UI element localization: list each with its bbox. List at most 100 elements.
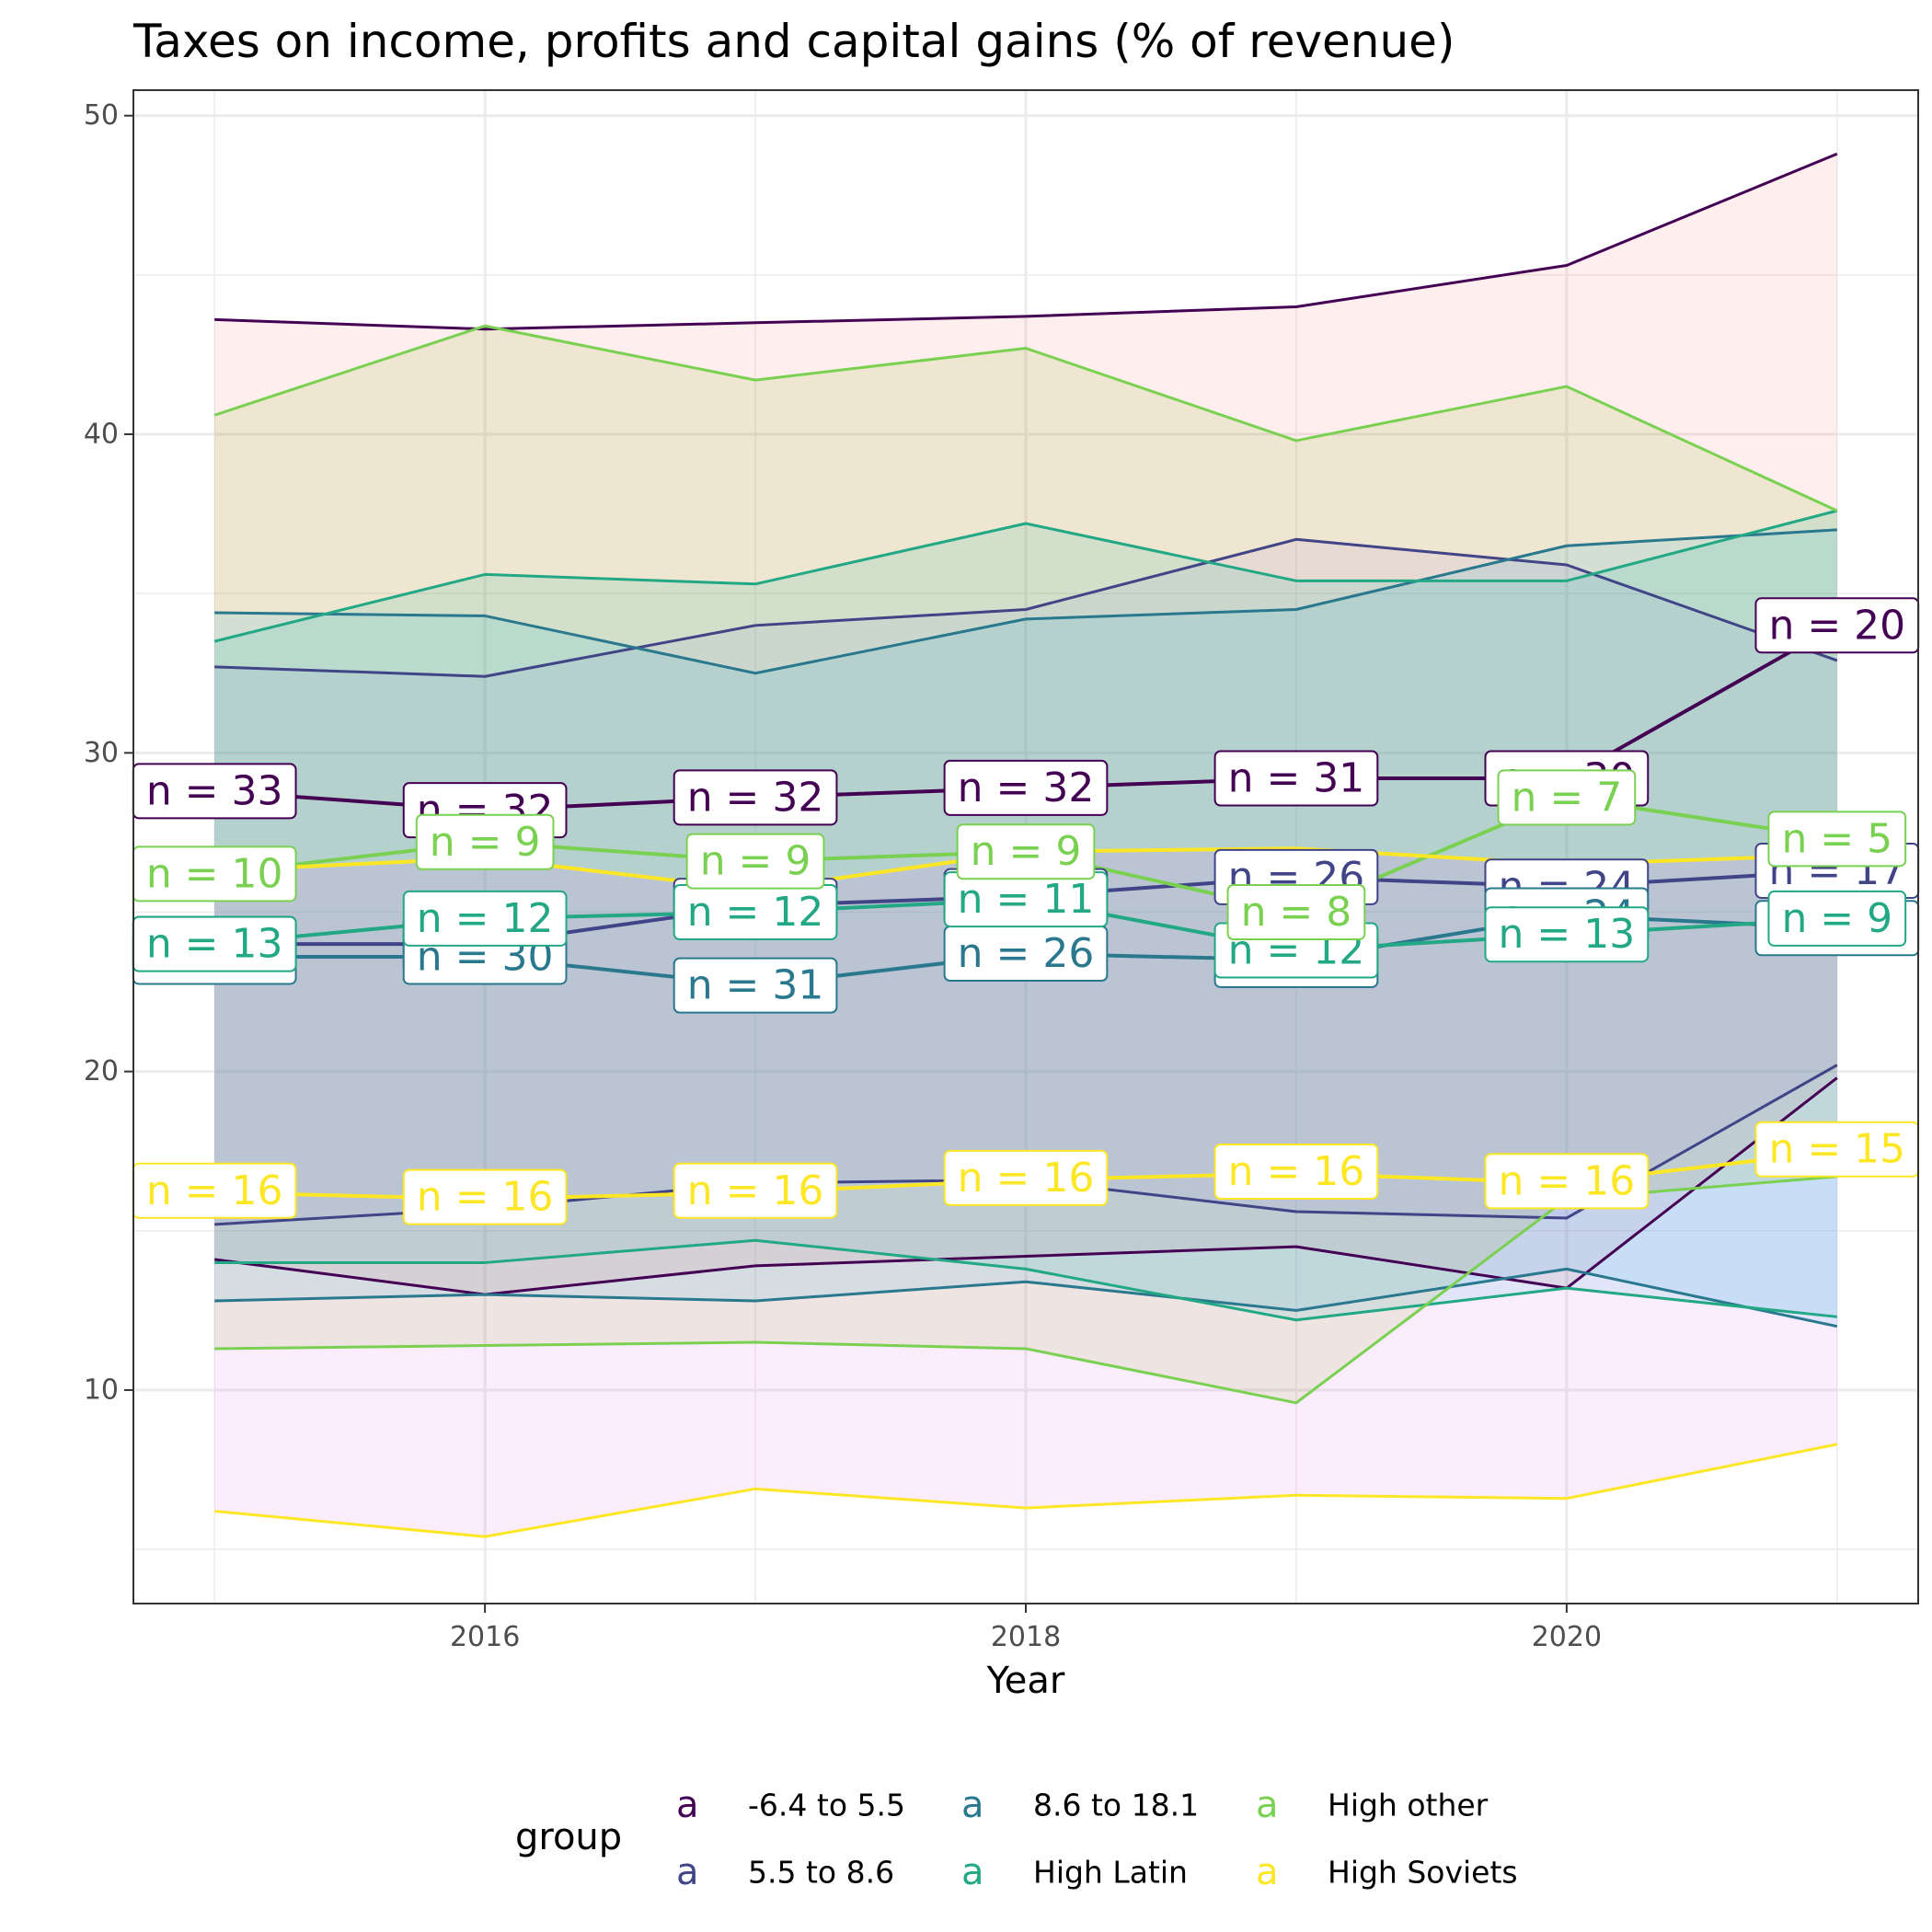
n-label-high-latin: n = 13 (132, 915, 297, 972)
n-label-box (1497, 769, 1637, 826)
n-label-box (1484, 1153, 1650, 1210)
x-tick-label: 2020 (1532, 1621, 1602, 1653)
legend-key-8-6-to-18-1: a (961, 1784, 984, 1826)
y-tick-label: 10 (84, 1374, 119, 1406)
n-label-high-other: n = 9 (685, 833, 825, 890)
y-tick-label: 40 (84, 419, 119, 451)
legend-key-6-4-to-5-5: a (676, 1784, 699, 1826)
n-label-text: n = 16 (687, 1167, 824, 1214)
n-label-box (1226, 883, 1366, 940)
line-upper-8-6-to-18-1 (214, 528, 1837, 675)
n-label-text: n = 33 (146, 767, 283, 814)
n-label-text: n = 7 (1512, 774, 1623, 821)
ribbon-6-4-to-5-5 (214, 154, 1837, 1295)
legend-label-high-latin: High Latin (1033, 1855, 1188, 1891)
n-label-high-soviets: n = 15 (1754, 1121, 1920, 1178)
n-label-box (1767, 811, 1907, 868)
legend-label-high-soviets: High Soviets (1328, 1855, 1518, 1891)
n-label-text: n = 9 (430, 819, 541, 866)
chart-title: Taxes on income, profits and capital gai… (132, 15, 1455, 68)
n-label-high-soviets: n = 16 (1484, 1153, 1650, 1210)
legend-key-high-soviets: a (1256, 1851, 1279, 1893)
x-tick-label: 2018 (991, 1621, 1061, 1653)
n-label-high-soviets: n = 16 (402, 1168, 568, 1225)
n-label-high-other: n = 7 (1497, 769, 1637, 826)
n-label-text: n = 12 (417, 895, 554, 942)
n-label-box (415, 813, 555, 870)
n-label-box (1767, 890, 1907, 947)
x-axis-title: Year (986, 1660, 1065, 1702)
ribbons (214, 154, 1837, 1537)
x-tick-label: 2016 (450, 1621, 520, 1653)
legend-label-8-6-to-18-1: 8.6 to 18.1 (1033, 1788, 1199, 1823)
n-label-text: n = 16 (1499, 1157, 1636, 1204)
n-label-text: n = 5 (1781, 815, 1892, 862)
n-label-text: n = 11 (958, 876, 1095, 923)
n-label-text: n = 32 (687, 774, 824, 821)
n-label-box (673, 769, 838, 826)
axes: 10 20 30 40 50 2016 2018 2020 (84, 99, 1602, 1653)
y-tick-label: 30 (84, 737, 119, 769)
n-label-box (402, 1168, 568, 1225)
n-label-high-soviets: n = 16 (673, 1162, 838, 1219)
n-label-high-latin: n = 13 (1484, 906, 1650, 963)
n-label-high-latin: n = 12 (402, 890, 568, 947)
n-label-6-4-to-5-5: n = 20 (1754, 597, 1920, 654)
line-upper-high-other (213, 324, 1838, 512)
n-label-high-other: n = 10 (132, 845, 297, 903)
n-label-text: n = 20 (1768, 602, 1905, 649)
n-label-text: n = 16 (958, 1155, 1095, 1202)
n-label-text: n = 31 (687, 962, 824, 1009)
n-label-high-other: n = 9 (956, 823, 1096, 880)
legend-key-5-5-to-8-6: a (676, 1851, 699, 1893)
n-label-6-4-to-5-5: n = 32 (673, 769, 838, 826)
n-label-text: n = 9 (700, 838, 811, 885)
n-label-box (1213, 1143, 1379, 1200)
n-label-text: n = 10 (146, 850, 283, 897)
n-label-box (685, 833, 825, 890)
line-lower-high-latin (214, 1238, 1837, 1322)
line-lower-high-soviets (214, 1443, 1838, 1538)
legend-title: group (515, 1816, 622, 1858)
n-label-8-6-to-18-1: n = 31 (673, 957, 838, 1014)
line-upper-5-5-to-8-6 (214, 537, 1838, 678)
line-upper-high-latin (213, 509, 1838, 643)
count-labels: n = 33n = 32n = 32n = 32n = 31n = 30n = … (132, 597, 1920, 1225)
n-label-high-other: n = 5 (1767, 811, 1907, 868)
legend-label-5-5-to-8-6: 5.5 to 8.6 (748, 1855, 894, 1891)
n-label-text: n = 26 (958, 930, 1095, 977)
legend-label-high-other: High other (1328, 1788, 1489, 1823)
line-lower-8-6-to-18-1 (214, 1267, 1838, 1328)
n-label-6-4-to-5-5: n = 31 (1213, 750, 1379, 807)
n-label-high-latin: n = 11 (943, 871, 1109, 928)
y-tick-label: 20 (84, 1055, 119, 1087)
legend-key-high-latin: a (961, 1851, 984, 1893)
n-label-text: n = 9 (971, 828, 1082, 875)
n-label-text: n = 15 (1768, 1126, 1905, 1173)
n-label-text: n = 32 (958, 765, 1095, 811)
n-label-high-other: n = 8 (1226, 883, 1366, 940)
n-label-box (956, 823, 1096, 880)
n-label-text: n = 13 (1499, 911, 1636, 958)
n-label-high-latin: n = 12 (673, 883, 838, 940)
n-label-6-4-to-5-5: n = 33 (132, 763, 297, 820)
n-label-box (402, 890, 568, 947)
n-label-box (1484, 906, 1650, 963)
n-label-text: n = 12 (687, 889, 824, 936)
n-label-box (943, 1149, 1109, 1206)
n-label-6-4-to-5-5: n = 32 (943, 759, 1109, 816)
n-label-8-6-to-18-1: n = 26 (943, 926, 1109, 983)
n-label-box (673, 957, 838, 1014)
n-label-high-soviets: n = 16 (132, 1162, 297, 1219)
n-label-high-latin: n = 9 (1767, 890, 1907, 947)
n-label-high-other: n = 9 (415, 813, 555, 870)
legend: group a -6.4 to 5.5 a 5.5 to 8.6 a 8.6 to 18.… (515, 1784, 1518, 1893)
n-label-box (943, 759, 1109, 816)
n-label-text: n = 16 (146, 1167, 283, 1214)
n-label-high-soviets: n = 16 (943, 1149, 1109, 1206)
n-label-text: n = 8 (1241, 889, 1352, 936)
legend-label-6-4-to-5-5: -6.4 to 5.5 (748, 1788, 905, 1823)
y-tick-label: 50 (84, 99, 119, 132)
n-label-text: n = 31 (1228, 755, 1365, 802)
